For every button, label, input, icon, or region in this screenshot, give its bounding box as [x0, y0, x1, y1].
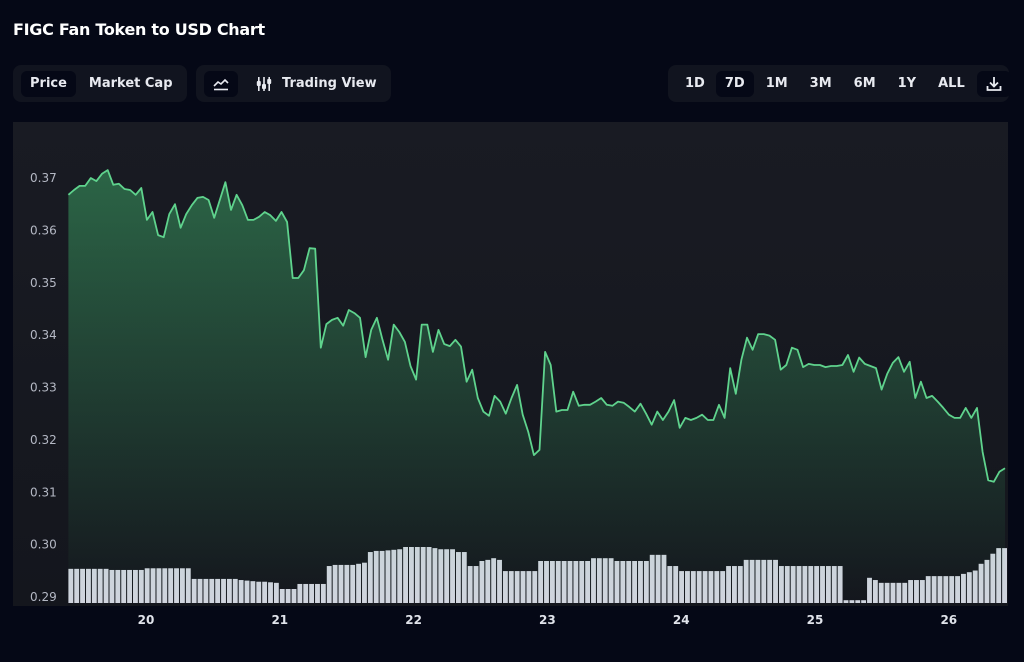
price-tab[interactable]: Price [21, 70, 76, 97]
y-tick-label: 0.33 [30, 381, 57, 395]
time-range-selector: 1D 7D 1M 3M 6M 1Y ALL [668, 65, 1011, 102]
download-icon [986, 76, 1002, 91]
view-toggle: Price Market Cap [13, 65, 187, 102]
x-tick-label: 25 [807, 613, 824, 627]
y-tick-label: 0.34 [30, 328, 57, 342]
line-chart-button[interactable] [204, 70, 238, 97]
y-tick-label: 0.36 [30, 223, 57, 237]
x-tick-label: 26 [940, 613, 957, 627]
chart-type-toggle: Trading View [196, 65, 391, 102]
y-tick-label: 0.30 [30, 538, 57, 552]
x-tick-label: 22 [405, 613, 422, 627]
price-area [68, 170, 1005, 604]
x-tick-label: 20 [138, 613, 155, 627]
range-1d[interactable]: 1D [685, 76, 705, 91]
download-button[interactable] [976, 70, 1011, 97]
trading-view-button[interactable]: Trading View [242, 71, 386, 97]
range-all[interactable]: ALL [938, 76, 965, 91]
range-3m[interactable]: 3M [809, 76, 832, 91]
range-6m[interactable]: 6M [853, 76, 876, 91]
market-cap-tab[interactable]: Market Cap [88, 76, 173, 91]
line-chart-icon [213, 78, 229, 90]
page-title: FIGC Fan Token to USD Chart [13, 20, 265, 39]
x-tick-label: 24 [673, 613, 690, 627]
trading-view-label: Trading View [282, 76, 377, 91]
range-1m[interactable]: 1M [765, 76, 788, 91]
range-1y[interactable]: 1Y [897, 76, 917, 91]
range-7d[interactable]: 7D [715, 70, 754, 97]
y-tick-label: 0.31 [30, 485, 57, 499]
y-tick-label: 0.37 [30, 171, 57, 185]
y-tick-label: 0.32 [30, 433, 57, 447]
candles-icon [256, 76, 272, 91]
y-tick-label: 0.29 [30, 590, 57, 604]
y-tick-label: 0.35 [30, 276, 57, 290]
x-tick-label: 21 [271, 613, 288, 627]
price-line [67, 169, 1006, 483]
x-tick-label: 23 [539, 613, 556, 627]
